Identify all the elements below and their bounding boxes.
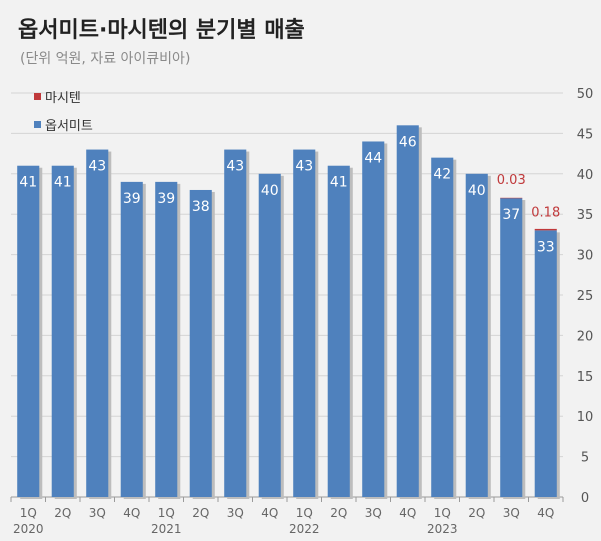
- x-year-label: 2023: [427, 522, 458, 536]
- bar-value-label: 43: [88, 159, 106, 175]
- bar-opsumit: [120, 181, 143, 497]
- y-tick-label: 5: [581, 451, 589, 466]
- bar-opsumit: [258, 173, 281, 498]
- x-tick-label: 2Q: [192, 506, 209, 520]
- bar-opsumit: [293, 149, 316, 497]
- x-tick-label: 2Q: [330, 506, 347, 520]
- masiten-value-label: 0.03: [497, 173, 526, 188]
- bar-opsumit: [500, 198, 523, 498]
- bar-value-label: 37: [502, 207, 520, 223]
- x-tick-label: 2Q: [54, 506, 71, 520]
- x-tick-label: 4Q: [261, 506, 278, 520]
- bar-opsumit: [465, 173, 488, 498]
- chart-subtitle: (단위 억원, 자료 아이큐비아): [20, 51, 191, 67]
- bar-value-label: 39: [123, 191, 141, 207]
- legend-label-opsumit: 옵서미트: [45, 119, 93, 134]
- bar-value-label: 46: [399, 134, 417, 150]
- bar-opsumit: [224, 149, 247, 497]
- x-year-label: 2021: [151, 522, 182, 536]
- bar-value-label: 40: [261, 183, 279, 199]
- legend-item-opsumit: 옵서미트: [34, 115, 93, 134]
- x-tick-label: 1Q: [434, 506, 451, 520]
- y-tick-label: 0: [581, 491, 589, 506]
- y-tick-label: 15: [577, 370, 594, 385]
- bar-value-label: 43: [226, 159, 244, 175]
- bar-masiten: [534, 228, 557, 231]
- bar-opsumit: [362, 141, 385, 498]
- bar-value-label: 38: [192, 199, 210, 215]
- y-tick-label: 20: [577, 329, 594, 344]
- x-tick-label: 4Q: [123, 506, 140, 520]
- bar-opsumit: [86, 149, 109, 497]
- bar-opsumit: [431, 157, 454, 497]
- legend-swatch-masiten: [34, 93, 41, 100]
- legend-item-masiten: 마시텐: [34, 87, 81, 106]
- x-tick-label: 3Q: [227, 506, 244, 520]
- bar-value-label: 41: [330, 175, 348, 191]
- x-tick-label: 4Q: [537, 506, 554, 520]
- bar-value-label: 39: [157, 191, 175, 207]
- bar-opsumit: [189, 189, 212, 497]
- bar-opsumit: [51, 165, 74, 497]
- y-tick-label: 40: [577, 168, 594, 183]
- x-tick-label: 1Q: [296, 506, 313, 520]
- bar-masiten: [500, 197, 523, 199]
- bar-opsumit: [155, 181, 178, 497]
- bar-value-label: 40: [468, 183, 486, 199]
- bar-value-label: 41: [54, 175, 72, 191]
- bar-opsumit: [17, 165, 40, 497]
- y-tick-label: 45: [577, 127, 594, 142]
- x-tick-label: 4Q: [399, 506, 416, 520]
- x-year-label: 2022: [289, 522, 320, 536]
- x-tick-label: 3Q: [89, 506, 106, 520]
- y-tick-label: 50: [577, 87, 594, 102]
- bar-value-label: 41: [19, 175, 37, 191]
- bar-value-label: 42: [433, 167, 451, 183]
- bar-opsumit: [534, 230, 557, 498]
- y-tick-label: 25: [577, 289, 594, 304]
- x-tick-label: 1Q: [20, 506, 37, 520]
- x-tick-label: 2Q: [468, 506, 485, 520]
- x-tick-label: 3Q: [365, 506, 382, 520]
- legend-swatch-opsumit: [34, 121, 41, 128]
- x-year-label: 2020: [13, 522, 44, 536]
- y-tick-label: 35: [577, 208, 594, 223]
- x-tick-label: 1Q: [158, 506, 175, 520]
- bar-value-label: 44: [364, 150, 382, 166]
- bar-opsumit: [327, 165, 350, 497]
- y-tick-label: 10: [577, 410, 594, 425]
- masiten-value-label: 0.18: [531, 205, 560, 220]
- bar-opsumit: [396, 125, 419, 497]
- legend-label-masiten: 마시텐: [45, 91, 81, 106]
- y-tick-label: 30: [577, 249, 594, 264]
- chart-title: 옵서미트·마시텐의 분기별 매출: [18, 18, 305, 43]
- bar-value-label: 43: [295, 159, 313, 175]
- x-tick-label: 3Q: [503, 506, 520, 520]
- bar-value-label: 33: [537, 239, 555, 255]
